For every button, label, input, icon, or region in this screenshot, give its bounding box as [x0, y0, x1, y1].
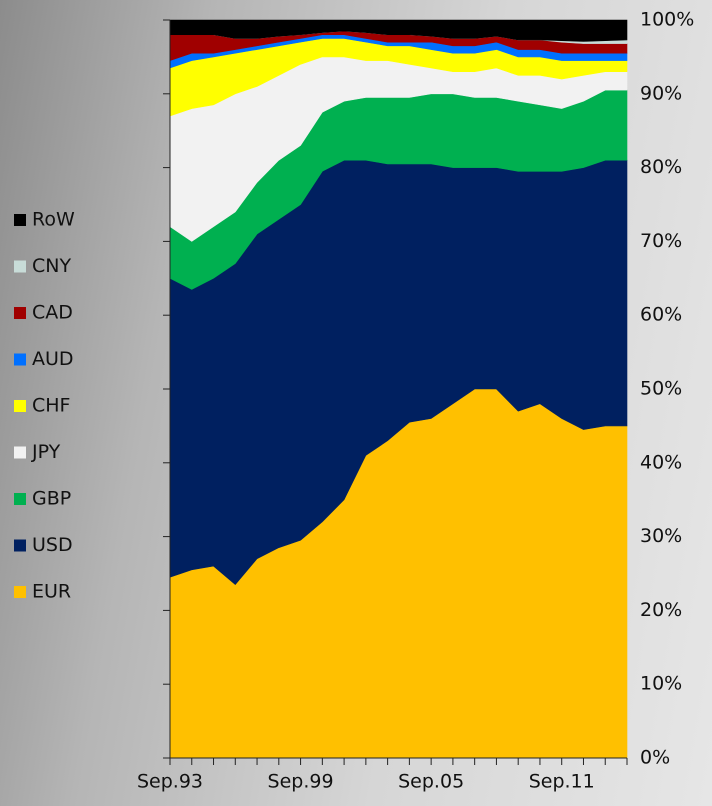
y-tick-label: 100% [640, 9, 694, 31]
legend-swatch [14, 307, 26, 319]
legend-swatch [14, 353, 26, 366]
legend-label: CHF [32, 395, 70, 417]
legend-label: USD [32, 534, 73, 556]
legend-swatch [14, 214, 26, 226]
legend-label: EUR [32, 581, 71, 603]
legend-swatch [14, 586, 26, 598]
legend-label: CNY [32, 255, 71, 277]
x-tick-label: Sep.99 [268, 771, 334, 793]
x-tick-label: Sep.05 [398, 771, 464, 793]
y-tick-label: 0% [640, 747, 670, 769]
y-tick-label: 60% [640, 304, 682, 326]
y-tick-label: 30% [640, 525, 682, 547]
x-tick-label: Sep.93 [137, 771, 203, 793]
y-tick-label: 70% [640, 230, 682, 252]
x-tick-label: Sep.11 [529, 771, 595, 793]
area [169, 19, 628, 42]
legend-label: JPY [31, 441, 61, 463]
legend-label: AUD [32, 348, 74, 370]
y-tick-label: 10% [640, 673, 682, 695]
legend-swatch [14, 400, 26, 412]
legend-swatch [14, 260, 26, 273]
y-tick-label: 50% [640, 378, 682, 400]
plot-area [169, 19, 628, 759]
legend-swatch [14, 446, 26, 459]
y-tick-label: 80% [640, 156, 682, 178]
legend-swatch [14, 493, 26, 505]
y-tick-label: 90% [640, 82, 682, 104]
y-tick-label: 20% [640, 599, 682, 621]
y-tick-label: 40% [640, 451, 682, 473]
legend-label: CAD [32, 302, 73, 324]
legend-label: GBP [32, 488, 71, 510]
legend-swatch [14, 539, 26, 552]
legend-label: RoW [32, 209, 75, 231]
